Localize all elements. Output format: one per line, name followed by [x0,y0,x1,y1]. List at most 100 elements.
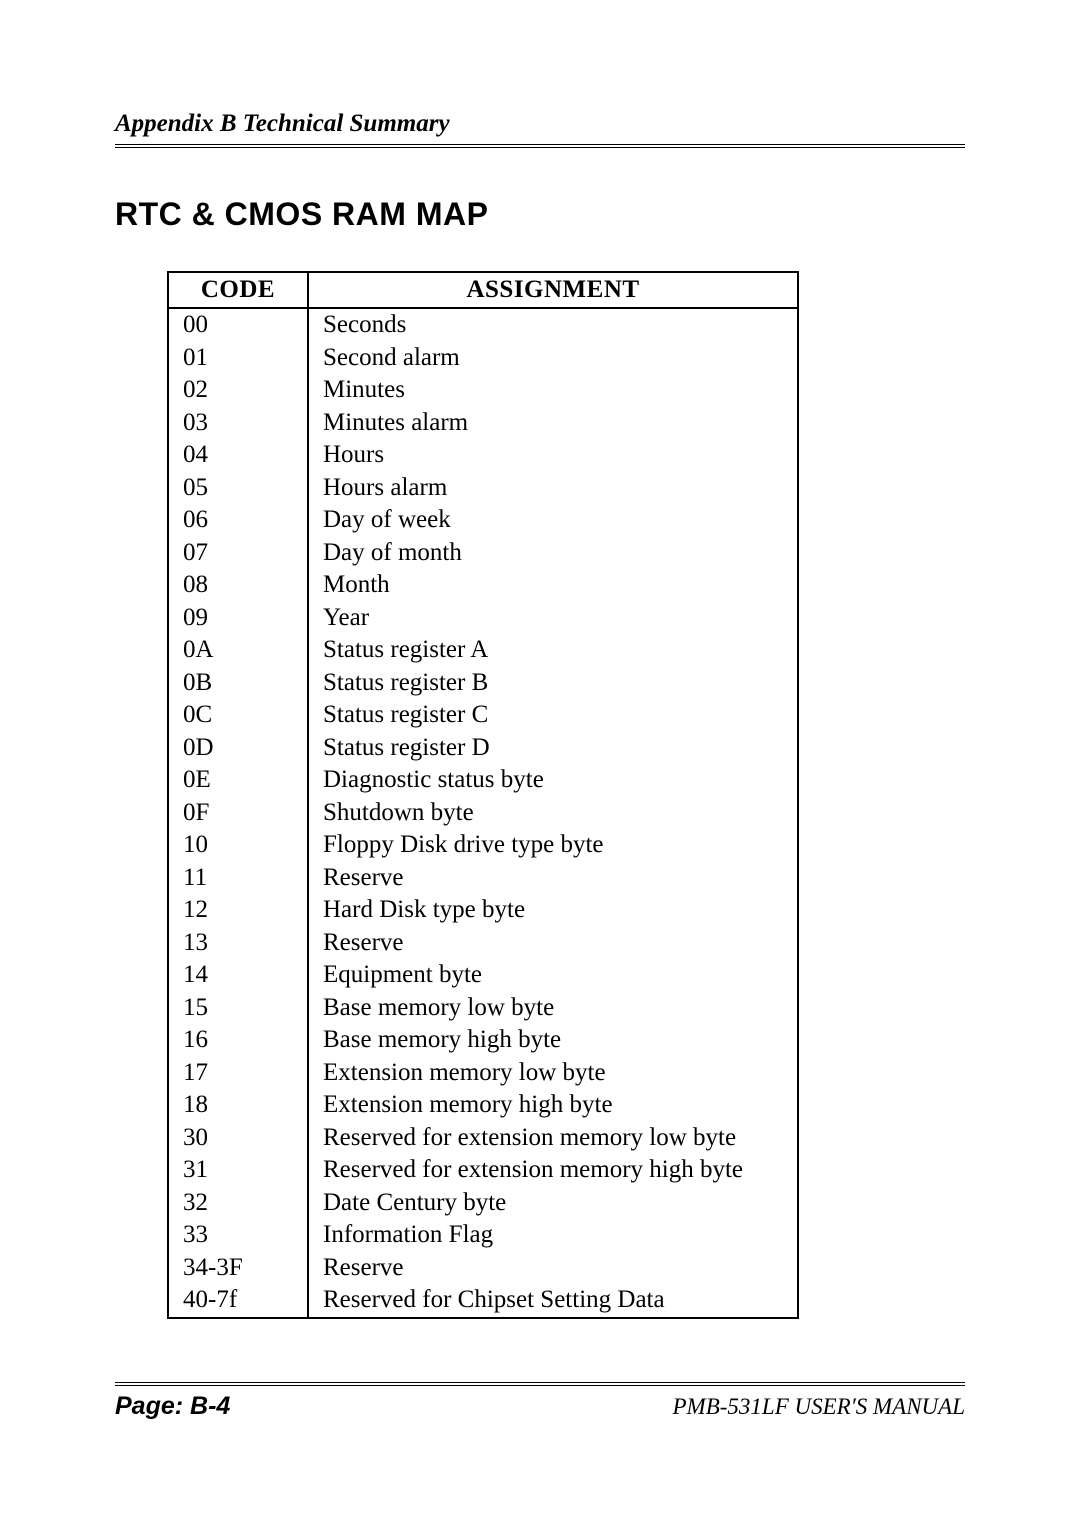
col-header-code: CODE [168,272,308,308]
cell-code: 03 [168,407,308,440]
cell-assignment: Year [308,602,798,635]
ram-map-table: CODE ASSIGNMENT 00Seconds01Second alarm0… [167,271,799,1319]
cell-code: 05 [168,472,308,505]
table-row: 15Base memory low byte [168,992,798,1025]
cell-assignment: Reserve [308,862,798,895]
table-row: 03Minutes alarm [168,407,798,440]
cell-assignment: Reserved for Chipset Setting Data [308,1284,798,1318]
table-row: 09Year [168,602,798,635]
cell-assignment: Status register C [308,699,798,732]
cell-assignment: Shutdown byte [308,797,798,830]
cell-code: 0D [168,732,308,765]
cell-code: 16 [168,1024,308,1057]
cell-code: 00 [168,308,308,342]
cell-code: 17 [168,1057,308,1090]
table-row: 0FShutdown byte [168,797,798,830]
cell-assignment: Month [308,569,798,602]
cell-assignment: Information Flag [308,1219,798,1252]
table-row: 06Day of week [168,504,798,537]
table-header-row: CODE ASSIGNMENT [168,272,798,308]
table-row: 18Extension memory high byte [168,1089,798,1122]
cell-code: 15 [168,992,308,1025]
cell-code: 01 [168,342,308,375]
cell-assignment: Status register D [308,732,798,765]
cell-assignment: Day of week [308,504,798,537]
cell-code: 32 [168,1187,308,1220]
table-row: 07Day of month [168,537,798,570]
table-row: 0AStatus register A [168,634,798,667]
cell-assignment: Status register A [308,634,798,667]
table-row: 00Seconds [168,308,798,342]
cell-code: 0A [168,634,308,667]
cell-code: 18 [168,1089,308,1122]
table-row: 40-7fReserved for Chipset Setting Data [168,1284,798,1318]
cell-code: 0B [168,667,308,700]
cell-assignment: Reserved for extension memory high byte [308,1154,798,1187]
footer: Page: B-4 PMB-531LF USER′S MANUAL [115,1382,965,1421]
cell-assignment: Floppy Disk drive type byte [308,829,798,862]
cell-assignment: Base memory high byte [308,1024,798,1057]
cell-code: 08 [168,569,308,602]
cell-assignment: Reserve [308,1252,798,1285]
cell-assignment: Equipment byte [308,959,798,992]
cell-assignment: Base memory low byte [308,992,798,1025]
cell-assignment: Hours [308,439,798,472]
page-title: RTC & CMOS RAM MAP [115,196,965,233]
cell-assignment: Status register B [308,667,798,700]
table-row: 32Date Century byte [168,1187,798,1220]
cell-code: 0C [168,699,308,732]
footer-manual: PMB-531LF USER′S MANUAL [673,1394,966,1420]
cell-assignment: Extension memory high byte [308,1089,798,1122]
cell-code: 07 [168,537,308,570]
table-row: 0CStatus register C [168,699,798,732]
cell-assignment: Day of month [308,537,798,570]
table-row: 33Information Flag [168,1219,798,1252]
table-row: 30Reserved for extension memory low byte [168,1122,798,1155]
cell-assignment: Hard Disk type byte [308,894,798,927]
header-text: Appendix B Technical Summary [115,110,965,148]
cell-code: 31 [168,1154,308,1187]
footer-page: Page: B-4 [115,1392,230,1421]
table-row: 16Base memory high byte [168,1024,798,1057]
cell-code: 06 [168,504,308,537]
cell-code: 14 [168,959,308,992]
cell-code: 10 [168,829,308,862]
cell-code: 12 [168,894,308,927]
cell-assignment: Hours alarm [308,472,798,505]
table-container: CODE ASSIGNMENT 00Seconds01Second alarm0… [115,271,965,1319]
cell-code: 33 [168,1219,308,1252]
cell-code: 04 [168,439,308,472]
cell-assignment: Second alarm [308,342,798,375]
cell-code: 09 [168,602,308,635]
table-row: 0EDiagnostic status byte [168,764,798,797]
table-row: 0BStatus register B [168,667,798,700]
cell-code: 30 [168,1122,308,1155]
col-header-assignment: ASSIGNMENT [308,272,798,308]
cell-code: 13 [168,927,308,960]
cell-assignment: Date Century byte [308,1187,798,1220]
cell-code: 02 [168,374,308,407]
table-row: 17Extension memory low byte [168,1057,798,1090]
cell-assignment: Extension memory low byte [308,1057,798,1090]
table-row: 31Reserved for extension memory high byt… [168,1154,798,1187]
cell-code: 40-7f [168,1284,308,1318]
table-row: 13Reserve [168,927,798,960]
table-row: 11Reserve [168,862,798,895]
cell-code: 0F [168,797,308,830]
table-row: 10Floppy Disk drive type byte [168,829,798,862]
table-row: 0DStatus register D [168,732,798,765]
table-row: 08Month [168,569,798,602]
table-row: 04Hours [168,439,798,472]
table-row: 05Hours alarm [168,472,798,505]
cell-assignment: Minutes alarm [308,407,798,440]
cell-assignment: Reserved for extension memory low byte [308,1122,798,1155]
cell-code: 34-3F [168,1252,308,1285]
table-row: 12Hard Disk type byte [168,894,798,927]
cell-code: 11 [168,862,308,895]
cell-assignment: Minutes [308,374,798,407]
table-row: 02Minutes [168,374,798,407]
table-row: 34-3FReserve [168,1252,798,1285]
table-row: 01Second alarm [168,342,798,375]
table-row: 14Equipment byte [168,959,798,992]
cell-assignment: Seconds [308,308,798,342]
